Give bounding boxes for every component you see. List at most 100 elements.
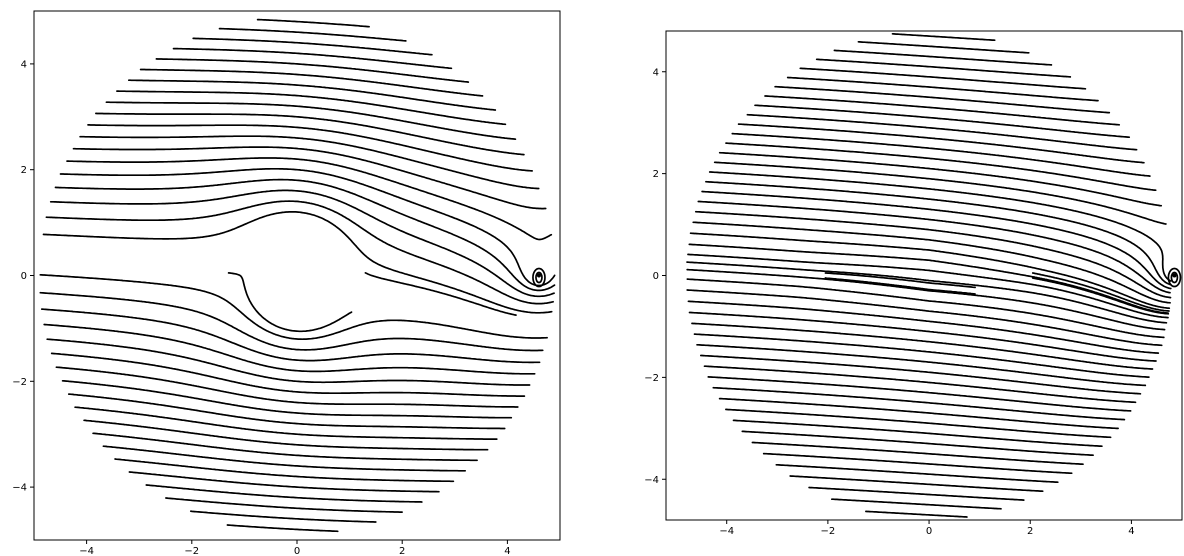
streamline	[708, 171, 1172, 282]
streamline	[725, 408, 1112, 439]
streamline	[746, 113, 1138, 151]
x-tick-label: −4	[719, 526, 734, 537]
streamline	[1031, 277, 1170, 315]
streamline	[688, 311, 1157, 362]
streamline	[686, 268, 1166, 331]
streamline	[703, 365, 1137, 404]
x-tick-label: 2	[399, 546, 405, 556]
streamline	[42, 210, 553, 314]
streamline	[712, 386, 1126, 421]
streamline	[815, 58, 1072, 78]
streamline	[686, 261, 1168, 324]
streamline	[39, 273, 548, 341]
streamline	[364, 272, 517, 316]
y-tick-label: −2	[12, 377, 27, 388]
streamline	[737, 123, 1145, 164]
y-tick-label: 0	[21, 271, 27, 282]
streamline	[79, 135, 540, 190]
streamline	[218, 27, 407, 42]
streamline	[692, 221, 1171, 304]
streamline	[55, 366, 519, 408]
streamline	[139, 68, 484, 97]
y-tick-label: −2	[644, 373, 659, 384]
streamline	[824, 272, 976, 289]
streamline	[172, 47, 453, 70]
streamline	[128, 471, 440, 493]
vortex-core	[536, 273, 541, 278]
vortex-loop	[535, 271, 543, 284]
streamline	[687, 300, 1160, 354]
streamline	[127, 79, 497, 111]
streamline	[165, 497, 403, 513]
streamline	[74, 406, 498, 440]
streamline	[725, 142, 1157, 192]
streamline	[155, 58, 470, 83]
streamline	[192, 37, 433, 56]
streamline	[116, 90, 507, 126]
streamline	[689, 232, 1171, 310]
streamline	[92, 432, 478, 462]
vortex-loop	[1170, 271, 1179, 284]
x-tick-label: 4	[1128, 526, 1134, 537]
streamline	[686, 278, 1165, 339]
streamline	[754, 104, 1131, 139]
streamline	[833, 49, 1053, 66]
streamline	[857, 40, 1030, 54]
streamline	[102, 445, 467, 472]
x-tick-label: 2	[1027, 526, 1033, 537]
streamline	[830, 498, 1002, 510]
streamline	[786, 76, 1099, 102]
streamline	[764, 95, 1121, 126]
streamline	[67, 393, 506, 430]
streamline	[686, 289, 1163, 347]
streamline	[697, 200, 1171, 294]
streamline	[707, 376, 1132, 412]
streamline	[687, 253, 1169, 319]
streamline	[718, 397, 1119, 430]
streamline	[145, 484, 423, 503]
streamline	[718, 151, 1163, 207]
streamline	[824, 277, 976, 295]
axes-frame	[665, 30, 1183, 521]
x-tick-label: 0	[294, 546, 300, 556]
streamline	[688, 243, 1169, 314]
y-tick-label: 4	[653, 67, 659, 78]
x-tick-label: −2	[184, 546, 199, 556]
x-tick-label: −4	[79, 546, 94, 556]
streamline	[72, 146, 547, 210]
streamline	[732, 419, 1103, 448]
streamline	[699, 354, 1142, 395]
streamline	[226, 524, 339, 533]
streamline	[40, 308, 541, 364]
vortex-loop	[532, 267, 546, 288]
y-tick-label: −4	[12, 483, 27, 494]
streamline	[705, 180, 1172, 286]
streamline	[66, 157, 553, 241]
streamline	[45, 200, 554, 305]
streamline	[691, 322, 1154, 370]
streamline	[95, 112, 525, 156]
left-streamline-plot: −4 −2 0 2 4 −4 −2 0 2 4	[12, 10, 561, 556]
streamline	[50, 352, 526, 397]
y-tick-label: 4	[21, 59, 27, 70]
axes-frame	[33, 10, 561, 541]
streamline	[227, 272, 353, 333]
streamline	[114, 458, 455, 483]
vortex-loop	[1167, 267, 1182, 288]
streamline	[49, 189, 555, 298]
streamline	[1031, 272, 1170, 312]
x-tick-label: −2	[821, 526, 836, 537]
streamline	[789, 475, 1044, 493]
x-tick-label: 0	[926, 526, 932, 537]
streamline	[83, 419, 489, 451]
x-tick-label: 4	[504, 546, 510, 556]
streamline-group	[686, 32, 1182, 518]
streamline	[741, 430, 1094, 457]
streamline	[61, 379, 513, 419]
y-tick-label: 2	[21, 165, 27, 176]
streamline	[731, 132, 1151, 177]
streamline	[713, 161, 1167, 225]
y-tick-label: −4	[644, 475, 659, 486]
streamline	[189, 510, 377, 523]
